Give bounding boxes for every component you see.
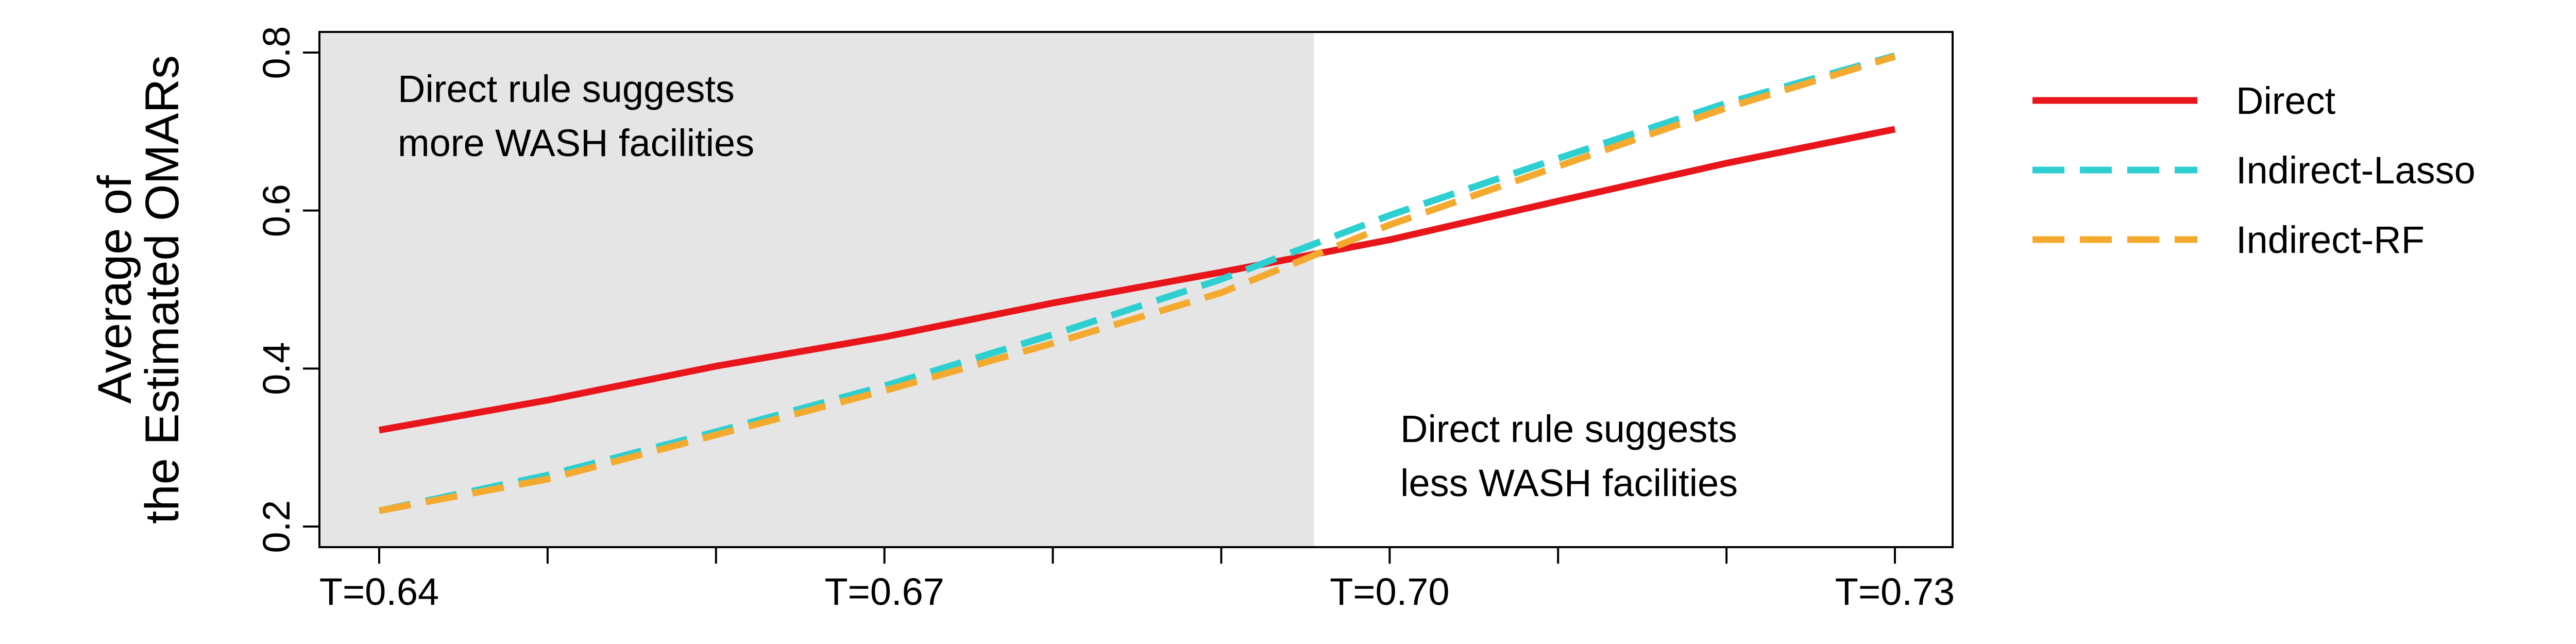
y-tick-label: 0.4 — [255, 342, 298, 395]
annotation-text: less WASH facilities — [1400, 462, 1738, 504]
x-tick-label: T=0.67 — [824, 570, 944, 613]
annotations: Direct rule suggests more WASH facilities… — [398, 67, 1738, 504]
legend-label-indirect-rf: Indirect-RF — [2236, 218, 2425, 261]
axes: T=0.64 T=0.67 T=0.70 T=0.73 0.2 0.4 0.6 0.8 Aver… — [89, 26, 1955, 613]
annotation-text: more WASH facilities — [398, 122, 754, 164]
annotation-text: Direct rule suggests — [398, 67, 735, 110]
y-tick-label: 0.2 — [255, 500, 298, 553]
shaded-region — [320, 33, 1314, 546]
y-axis-label: Average of — [89, 175, 141, 404]
y-axis-label: the Estimated OMARs — [136, 55, 189, 524]
series-line-indirect-rf — [378, 53, 1896, 514]
series-line-direct — [378, 126, 1896, 434]
legend-label-indirect-lasso: Indirect-Lasso — [2236, 149, 2476, 192]
y-tick-label: 0.6 — [255, 184, 298, 237]
legend: Direct Indirect-Lasso Indirect-RF — [2032, 79, 2476, 261]
y-tick-label: 0.8 — [255, 26, 298, 79]
legend-label-direct: Direct — [2236, 79, 2336, 122]
x-tick-label: T=0.64 — [319, 570, 439, 613]
x-tick-label: T=0.73 — [1835, 570, 1955, 613]
plot-frame — [318, 31, 1954, 548]
x-tick-label: T=0.70 — [1330, 570, 1449, 613]
series-line-indirect-lasso — [378, 52, 1896, 514]
plot-area — [320, 33, 1896, 546]
annotation-text: Direct rule suggests — [1400, 408, 1737, 450]
